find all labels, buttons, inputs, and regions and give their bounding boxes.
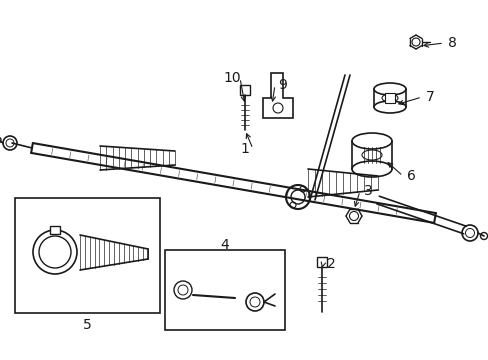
Circle shape <box>39 236 71 268</box>
Text: 8: 8 <box>447 36 455 50</box>
Text: 3: 3 <box>363 184 372 198</box>
Circle shape <box>174 281 192 299</box>
Circle shape <box>461 225 477 241</box>
Bar <box>316 257 326 267</box>
Circle shape <box>245 293 264 311</box>
Circle shape <box>285 185 309 209</box>
Text: 7: 7 <box>425 90 433 104</box>
Ellipse shape <box>351 133 391 149</box>
Text: 2: 2 <box>326 257 335 271</box>
Text: 10: 10 <box>223 71 240 85</box>
Ellipse shape <box>373 83 405 95</box>
Bar <box>50 226 60 234</box>
Circle shape <box>480 233 487 239</box>
Text: 4: 4 <box>220 238 229 252</box>
Text: 1: 1 <box>240 142 249 156</box>
Bar <box>15 198 160 313</box>
Circle shape <box>33 230 77 274</box>
Circle shape <box>0 137 1 143</box>
Bar <box>164 250 285 330</box>
Bar <box>384 93 394 103</box>
Text: 9: 9 <box>278 78 287 92</box>
Circle shape <box>3 136 17 150</box>
Ellipse shape <box>373 101 405 113</box>
Text: 5: 5 <box>82 318 91 332</box>
Bar <box>240 85 249 95</box>
Ellipse shape <box>351 161 391 177</box>
Text: 6: 6 <box>406 169 415 183</box>
Polygon shape <box>263 73 292 118</box>
